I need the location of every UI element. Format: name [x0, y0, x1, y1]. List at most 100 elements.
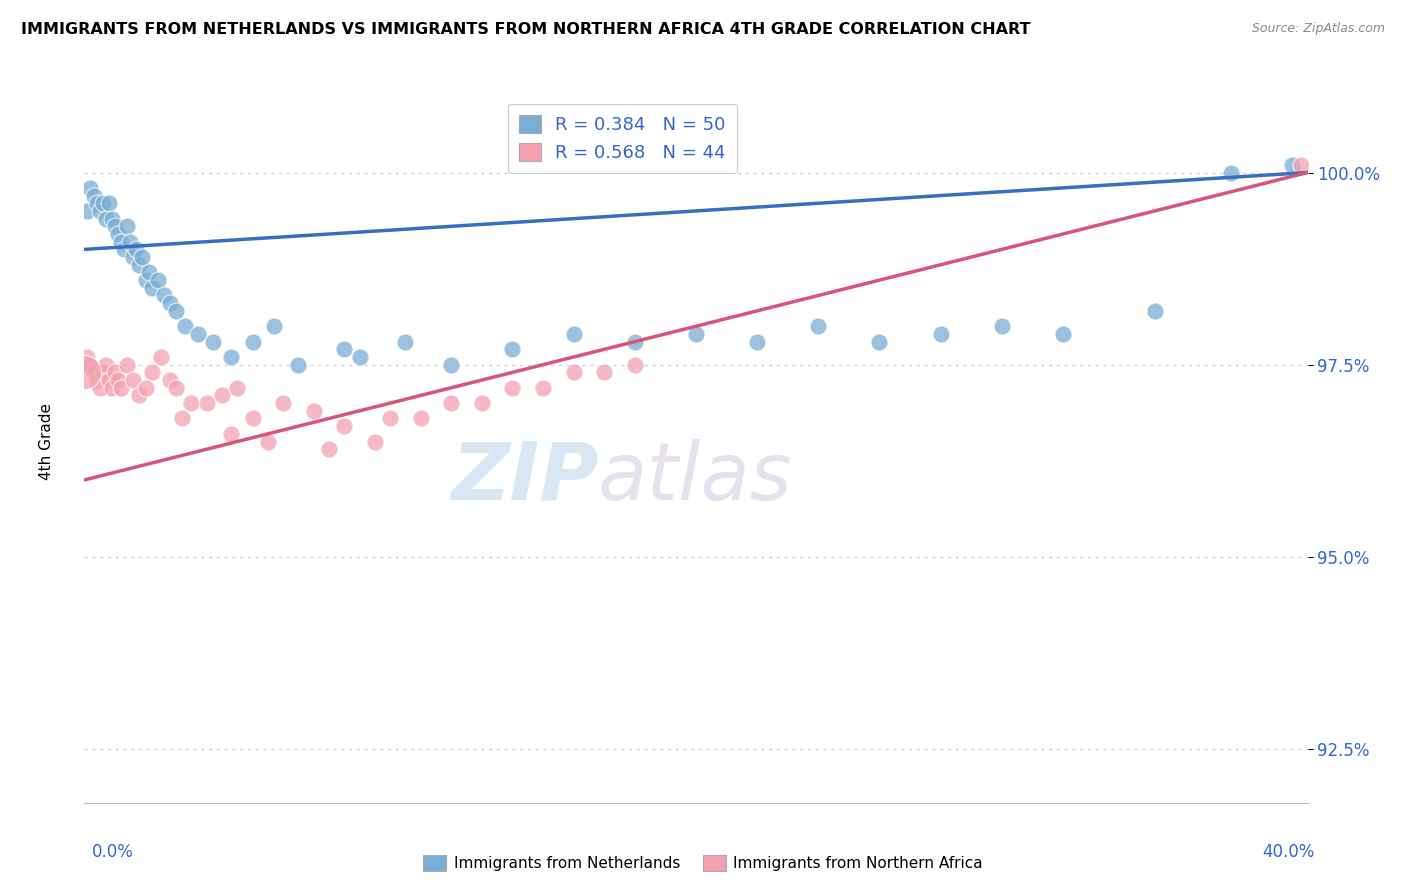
Point — [91, 196, 114, 211]
Point — [271, 396, 294, 410]
Text: 40.0%: 40.0% — [1263, 843, 1315, 861]
Point — [112, 243, 135, 257]
Text: Source: ZipAtlas.com: Source: ZipAtlas.com — [1251, 22, 1385, 36]
Point — [91, 365, 114, 379]
Point — [1220, 165, 1243, 179]
Point — [409, 411, 432, 425]
Point — [929, 326, 952, 341]
Point — [125, 243, 148, 257]
Point — [531, 381, 554, 395]
Point — [333, 343, 356, 357]
Point — [138, 265, 160, 279]
Point — [165, 381, 187, 395]
Point — [1143, 304, 1166, 318]
Point — [79, 358, 101, 372]
Point — [562, 326, 585, 341]
Point — [562, 365, 585, 379]
Text: ZIP: ZIP — [451, 439, 598, 516]
Point — [76, 350, 98, 364]
Text: 4th Grade: 4th Grade — [39, 403, 53, 480]
Point — [219, 426, 242, 441]
Point — [83, 188, 105, 202]
Point — [1281, 158, 1303, 172]
Point — [165, 304, 187, 318]
Point — [685, 326, 707, 341]
Point — [79, 181, 101, 195]
Point — [226, 381, 249, 395]
Point — [94, 358, 117, 372]
Point — [120, 235, 142, 249]
Point — [128, 388, 150, 402]
Point — [107, 373, 129, 387]
Point — [89, 381, 111, 395]
Point — [141, 281, 163, 295]
Point — [110, 381, 132, 395]
Point — [257, 434, 280, 449]
Point — [593, 365, 616, 379]
Text: IMMIGRANTS FROM NETHERLANDS VS IMMIGRANTS FROM NORTHERN AFRICA 4TH GRADE CORRELA: IMMIGRANTS FROM NETHERLANDS VS IMMIGRANT… — [21, 22, 1031, 37]
Point — [201, 334, 224, 349]
Point — [172, 411, 194, 425]
Point — [104, 219, 127, 234]
Point — [159, 373, 181, 387]
Point — [101, 211, 124, 226]
Point — [747, 334, 769, 349]
Point — [440, 396, 463, 410]
Point — [211, 388, 233, 402]
Point — [349, 350, 371, 364]
Point — [471, 396, 494, 410]
Point — [263, 319, 285, 334]
Point — [1291, 158, 1313, 172]
Point — [131, 250, 153, 264]
Point — [1052, 326, 1074, 341]
Point — [242, 334, 264, 349]
Point — [86, 373, 108, 387]
Point — [186, 326, 208, 341]
Legend: R = 0.384   N = 50, R = 0.568   N = 44: R = 0.384 N = 50, R = 0.568 N = 44 — [509, 103, 737, 173]
Point — [364, 434, 387, 449]
Point — [242, 411, 264, 425]
Point — [107, 227, 129, 241]
Point — [302, 404, 325, 418]
Point — [76, 203, 98, 218]
Point — [122, 250, 145, 264]
Point — [869, 334, 891, 349]
Point — [97, 196, 120, 211]
Point — [73, 365, 96, 379]
Point — [115, 358, 138, 372]
Point — [128, 258, 150, 272]
Point — [287, 358, 309, 372]
Point — [318, 442, 340, 457]
Point — [159, 296, 181, 310]
Point — [146, 273, 169, 287]
Point — [394, 334, 416, 349]
Point — [153, 288, 176, 302]
Point — [135, 273, 157, 287]
Point — [97, 373, 120, 387]
Point — [333, 419, 356, 434]
Point — [624, 334, 647, 349]
Point — [219, 350, 242, 364]
Point — [104, 365, 127, 379]
Point — [807, 319, 830, 334]
Point — [75, 358, 97, 372]
Point — [180, 396, 202, 410]
Legend: Immigrants from Netherlands, Immigrants from Northern Africa: Immigrants from Netherlands, Immigrants … — [416, 849, 990, 877]
Text: atlas: atlas — [598, 439, 793, 516]
Point — [174, 319, 197, 334]
Point — [94, 211, 117, 226]
Point — [135, 381, 157, 395]
Point — [195, 396, 218, 410]
Point — [115, 219, 138, 234]
Point — [624, 358, 647, 372]
Point — [149, 350, 172, 364]
Point — [380, 411, 402, 425]
Point — [502, 343, 524, 357]
Point — [89, 203, 111, 218]
Point — [991, 319, 1014, 334]
Text: 0.0%: 0.0% — [91, 843, 134, 861]
Point — [502, 381, 524, 395]
Point — [141, 365, 163, 379]
Point — [101, 381, 124, 395]
Point — [83, 365, 105, 379]
